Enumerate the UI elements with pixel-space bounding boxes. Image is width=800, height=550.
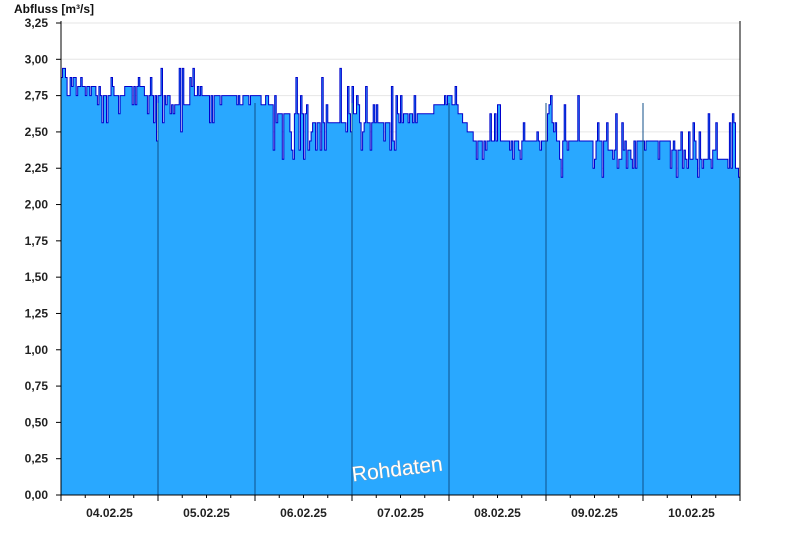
discharge-area: [61, 68, 740, 496]
x-tick-label: 10.02.25: [668, 506, 715, 520]
y-tick-label: 0,25: [25, 452, 49, 466]
x-tick-label: 09.02.25: [571, 506, 618, 520]
x-tick-label: 04.02.25: [86, 506, 133, 520]
y-tick-label: 0,00: [25, 488, 49, 502]
discharge-line: [61, 67, 741, 178]
watermark-label: Rohdaten: [351, 453, 444, 487]
y-tick-label: 2,00: [25, 198, 49, 212]
y-tick-label: 3,00: [25, 52, 49, 66]
x-tick-label: 05.02.25: [183, 506, 230, 520]
y-tick-label: 2,50: [25, 125, 49, 139]
y-ticks: 0,00 0,25 0,50 0,75 1,00 1,25 1,50 1,75 2,00 2,25…: [25, 16, 61, 502]
y-axis-label: Abfluss [m³/s]: [14, 2, 94, 16]
x-tick-label: 06.02.25: [280, 506, 327, 520]
x-tick-label: 08.02.25: [474, 506, 521, 520]
y-tick-label: 1,75: [25, 234, 49, 248]
y-tick-label: 2,25: [25, 161, 49, 175]
y-tick-label: 0,50: [25, 415, 49, 429]
y-tick-label: 3,25: [25, 16, 49, 30]
data-area: [61, 67, 741, 496]
y-tick-label: 0,75: [25, 379, 49, 393]
x-ticks: 04.02.25 05.02.25 06.02.25 07.02.25 08.02.25…: [60, 495, 741, 520]
y-tick-label: 1,50: [25, 270, 49, 284]
y-tick-label: 2,75: [25, 89, 49, 103]
x-tick-label: 07.02.25: [377, 506, 424, 520]
y-tick-label: 1,25: [25, 306, 49, 320]
day-dividers: [157, 103, 644, 495]
y-tick-label: 1,00: [25, 343, 49, 357]
